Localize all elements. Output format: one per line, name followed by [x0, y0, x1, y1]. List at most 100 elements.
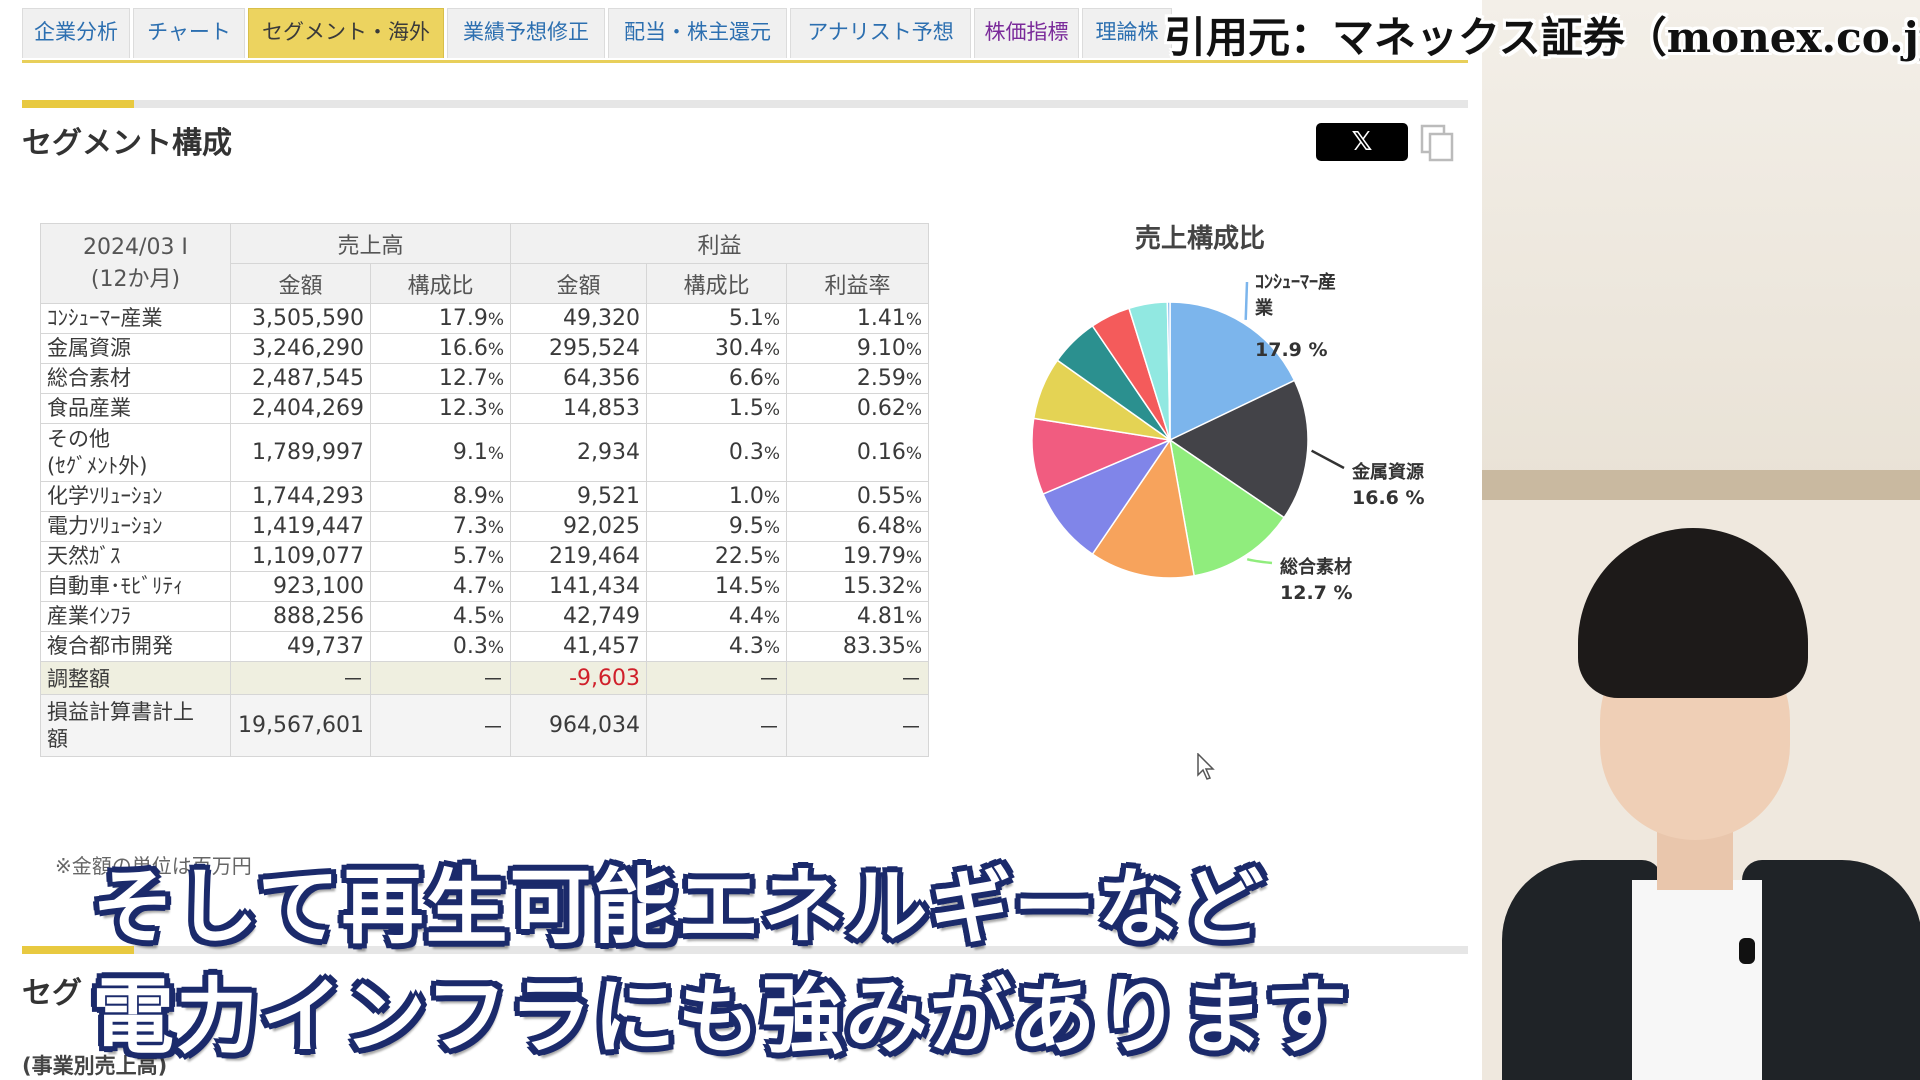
segment-name-line: 金属資源: [47, 336, 131, 360]
profit-margin: 2.59%: [786, 363, 929, 394]
pie-slice[interactable]: [1166, 301, 1171, 441]
sales-amount-value: 3,246,290: [252, 336, 364, 361]
percent-sign: %: [763, 340, 780, 360]
profit-amount-value: 49,320: [563, 306, 640, 331]
sales-amount: 1,419,447: [230, 511, 371, 542]
tab-1[interactable]: チャート: [133, 8, 245, 58]
segment-name-line: 産業ｲﾝﾌﾗ: [47, 604, 131, 628]
percent-sign: %: [487, 444, 504, 464]
sales-ratio: 4.5%: [370, 601, 511, 632]
sales-amount-value: 3,505,590: [252, 306, 364, 331]
profit-amount-value: 14,853: [563, 396, 640, 421]
presenter-hair: [1578, 528, 1808, 698]
total-margin-value: －: [899, 715, 922, 741]
profit-margin-value: 0.55: [856, 484, 906, 509]
sales-amount-value: 923,100: [273, 574, 364, 599]
section-title: セグメント構成: [22, 126, 232, 161]
total-profit-ratio-value: －: [757, 715, 780, 741]
total-label: 損益計算書計上額: [40, 694, 231, 757]
presenter-neck: [1657, 830, 1733, 890]
profit-amount: 219,464: [510, 541, 647, 572]
segment-name-line: 自動車･ﾓﾋﾞﾘﾃｨ: [47, 574, 184, 598]
col-profit-amount: 金額: [510, 263, 647, 304]
sales-ratio: 9.1%: [370, 423, 511, 482]
sales-ratio-value: 12.7: [438, 366, 488, 391]
pie-callout-label-line2: 業: [1254, 297, 1274, 319]
segment-name: 食品産業: [40, 393, 231, 424]
profit-margin: 6.48%: [786, 511, 929, 542]
segment-name: 化学ｿﾘｭｰｼｮﾝ: [40, 481, 231, 512]
subtitle-line-1: そして再生可能エネルギーなど: [92, 860, 1266, 955]
profit-margin: 1.41%: [786, 303, 929, 334]
profit-ratio-value: 6.6: [728, 366, 764, 391]
profit-amount: 2,934: [510, 423, 647, 482]
table-row: その他 (ｾｸﾞﾒﾝﾄ外) 1,789,997 9.1% 2,934 0.3% 0.16%: [40, 423, 929, 482]
pie-slice[interactable]: [1168, 438, 1286, 577]
percent-sign: %: [487, 310, 504, 330]
sales-ratio-value: 5.7: [452, 544, 488, 569]
profit-ratio-value: 14.5: [714, 574, 764, 599]
total-label-line: 損益計算書計上: [47, 699, 194, 724]
sales-amount: 2,487,545: [230, 363, 371, 394]
percent-sign: %: [905, 578, 922, 598]
section-divider-accent: [22, 100, 134, 108]
sales-amount: 2,404,269: [230, 393, 371, 424]
segment-table-body: ｺﾝｼｭｰﾏｰ産業 3,505,590 17.9% 49,320 5.1% 1.41% 金属…: [40, 303, 929, 757]
pie-slice[interactable]: [1042, 438, 1173, 556]
table-note: ※金額の単位は百万円: [55, 854, 252, 878]
copy-icon[interactable]: [1420, 124, 1454, 162]
tab-6[interactable]: 株価指標: [974, 8, 1079, 58]
total-profit: 964,034: [510, 694, 647, 757]
total-sales-ratio: －: [370, 694, 511, 757]
segment-name-line: 総合素材: [47, 366, 131, 390]
sales-ratio-value: 16.6: [438, 336, 488, 361]
source-caption: 引用元：マネックス証券（monex.co.jp）: [1164, 13, 1920, 62]
percent-sign: %: [487, 608, 504, 628]
profit-ratio-value: 1.5: [728, 396, 764, 421]
pie-slice[interactable]: [1169, 301, 1296, 442]
share-x-button[interactable]: 𝕏: [1316, 123, 1408, 161]
table-row: 金属資源 3,246,290 16.6% 295,524 30.4% 9.10%: [40, 333, 929, 364]
profit-amount-value: 9,521: [577, 484, 640, 509]
percent-sign: %: [763, 444, 780, 464]
period-label: 2024/03 I: [83, 234, 188, 260]
table-row: 化学ｿﾘｭｰｼｮﾝ 1,744,293 8.9% 9,521 1.0% 0.55%: [40, 481, 929, 512]
pie-callout-value: 12.7 %: [1280, 582, 1353, 604]
tab-0[interactable]: 企業分析: [22, 8, 130, 58]
profit-amount: 9,521: [510, 481, 647, 512]
profit-margin-value: 6.48: [856, 514, 906, 539]
sales-amount-value: 1,109,077: [252, 544, 364, 569]
profit-ratio-value: 9.5: [728, 514, 764, 539]
percent-sign: %: [763, 370, 780, 390]
percent-sign: %: [487, 548, 504, 568]
pie-slice[interactable]: [1091, 438, 1196, 579]
tab-5[interactable]: アナリスト予想: [790, 8, 971, 58]
profit-amount-value: 141,434: [549, 574, 640, 599]
profit-margin-value: 0.62: [856, 396, 906, 421]
percent-sign: %: [763, 578, 780, 598]
profit-amount-value: 41,457: [563, 634, 640, 659]
profit-ratio-value: 5.1: [728, 306, 764, 331]
section2-title: セグ: [22, 976, 82, 1011]
sales-ratio-value: 8.9: [452, 484, 488, 509]
period-sub: (12か月): [90, 266, 181, 292]
adjustment-sales-value: －: [341, 668, 364, 693]
tab-7[interactable]: 理論株: [1082, 8, 1172, 58]
tab-4[interactable]: 配当・株主還元: [608, 8, 787, 58]
segment-name-line: ｺﾝｼｭｰﾏｰ産業: [47, 306, 163, 330]
subtitle-line-2: 電力インフラにも強みがあります: [92, 970, 1350, 1065]
pie-slice[interactable]: [1168, 379, 1309, 519]
tab-2[interactable]: セグメント・海外: [248, 8, 444, 58]
percent-sign: %: [487, 638, 504, 658]
sales-amount-value: 888,256: [273, 604, 364, 629]
adjustment-margin: －: [786, 661, 929, 695]
tab-3[interactable]: 業績予想修正: [447, 8, 605, 58]
profit-amount: 64,356: [510, 363, 647, 394]
segment-name-line: その他: [47, 426, 110, 451]
adjustment-profit-ratio-value: －: [757, 668, 780, 693]
segment-name: 電力ｿﾘｭｰｼｮﾝ: [40, 511, 231, 542]
table-row: 電力ｿﾘｭｰｼｮﾝ 1,419,447 7.3% 92,025 9.5% 6.48%: [40, 511, 929, 542]
percent-sign: %: [905, 608, 922, 628]
total-profit-value: 964,034: [549, 713, 640, 738]
segment-name: 金属資源: [40, 333, 231, 364]
